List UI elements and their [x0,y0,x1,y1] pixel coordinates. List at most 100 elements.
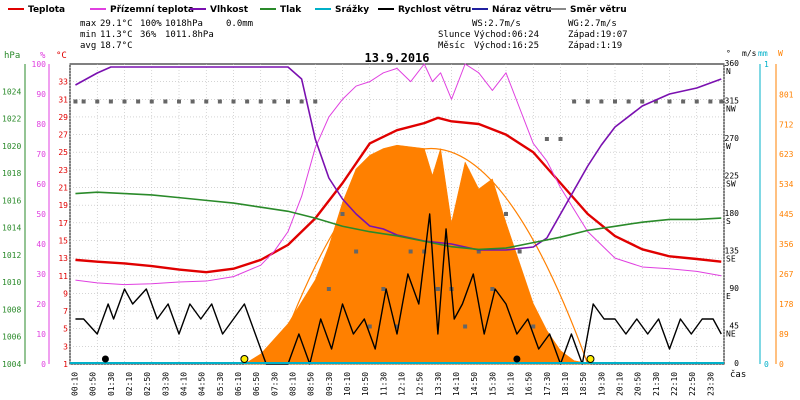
tick-humidity: 70 [36,150,46,159]
tick-solar: 534 [779,180,794,189]
tick-x: 03:30 [161,372,170,396]
tick-pressure: 1022 [2,115,21,124]
wind-direction-point [435,287,440,291]
legend-label-5: Rychlost větru [398,4,471,15]
wind-direction-point [719,99,724,104]
stat-max-rain: 0.0mm [226,19,253,29]
wind-direction-point [340,212,345,216]
tick-temperature: 9 [63,289,68,298]
series-line-tlak [75,191,722,251]
tick-humidity: 40 [36,240,46,249]
tick-x: 06:10 [234,372,243,396]
tick-humidity: 20 [36,300,46,309]
axis-x-label: čas [730,369,746,380]
stat-max-temp: 29.1°C [100,19,133,29]
tick-direction: 180 [725,209,740,218]
tick-pressure: 1008 [2,305,21,314]
legend-label-4: Srážky [335,5,369,15]
tick-direction: 135 [725,247,740,256]
tick-rain: 0 [764,360,769,369]
wind-direction-point [408,249,413,254]
wind-direction-point [73,99,78,104]
tick-x: 16:50 [525,372,534,396]
wind-direction-point [599,99,604,104]
wind-direction-point [613,99,617,104]
axis-direction-label: ° [726,49,731,58]
wind-wg: WG:2.7m/s [568,19,617,29]
wind-direction-point [108,99,113,104]
tick-x: 15:30 [488,372,497,396]
tick-temperature: 17 [58,219,68,228]
tick-temperature: 33 [58,78,68,87]
tick-x: 14:10 [452,372,461,396]
tick-x: 12:50 [416,372,425,396]
tick-x: 06:50 [252,372,261,396]
tick-x: 00:10 [71,372,80,396]
axis-solar-label: W [778,49,783,58]
tick-x: 10:50 [361,372,370,396]
tick-direction-cardinal: NE [726,330,736,339]
wind-direction-point [476,249,481,254]
tick-x: 12:10 [398,372,407,396]
tick-rain: 1 [764,60,769,69]
tick-x: 11:30 [379,372,388,396]
axis-pressure-label: hPa [4,51,20,61]
tick-pressure: 1010 [2,278,21,287]
tick-temperature: 1 [63,360,68,369]
tick-x: 10:10 [343,372,352,396]
series-solar-area [243,144,591,365]
stat-min-temp: 11.3°C [100,30,133,40]
wind-direction-point [136,99,141,104]
wind-direction-point [544,137,549,141]
sunset-marker [586,355,595,363]
tick-x: 20:10 [616,372,625,396]
legend-label-3: Tlak [280,5,302,15]
moonrise-marker [513,355,521,363]
tick-temperature: 19 [58,201,68,210]
tick-temperature: 21 [58,184,68,193]
tick-x: 18:50 [579,372,588,396]
tick-humidity: 30 [36,270,46,279]
wind-direction-point [217,99,222,104]
tick-direction-cardinal: E [726,292,731,301]
tick-temperature: 25 [58,148,68,157]
legend-label-1: Přízemní teplota [110,5,194,15]
wind-direction-point [626,99,631,104]
wind-direction-point [653,99,658,104]
wind-direction-point [504,212,508,216]
tick-direction: 90 [729,284,739,293]
tick-x: 14:50 [470,372,479,396]
tick-x: 23:30 [706,372,715,396]
wind-direction-point [231,99,236,104]
stat-min-press: 1011.8hPa [165,30,214,40]
tick-pressure: 1014 [2,224,21,233]
tick-temperature: 31 [58,95,68,104]
tick-direction-cardinal: S [726,217,731,226]
wind-direction-point [708,99,713,104]
tick-temperature: 23 [58,166,68,175]
tick-humidity: 50 [36,210,46,219]
tick-temperature: 15 [58,236,68,245]
tick-x: 22:50 [688,372,697,396]
tick-x: 19:30 [597,372,606,396]
wind-direction-point [585,99,590,104]
wind-direction-point [299,99,304,104]
tick-solar: 356 [779,240,794,249]
tick-direction: 315 [725,97,740,106]
tick-x: 01:30 [107,372,116,396]
stat-min-hum: 36% [140,30,157,40]
tick-humidity: 80 [36,120,46,129]
tick-direction-cardinal: W [726,142,731,151]
tick-humidity: 60 [36,180,46,189]
tick-pressure: 1012 [2,251,21,260]
tick-humidity: 100 [32,60,47,69]
moonset-marker [101,355,109,363]
axis-humidity-label: % [40,51,46,61]
tick-direction: 360 [725,59,740,68]
tick-pressure: 1004 [2,360,21,369]
wind-direction-point [572,99,577,104]
tick-solar: 178 [779,300,794,309]
stat-avg-label: avg [80,41,96,51]
